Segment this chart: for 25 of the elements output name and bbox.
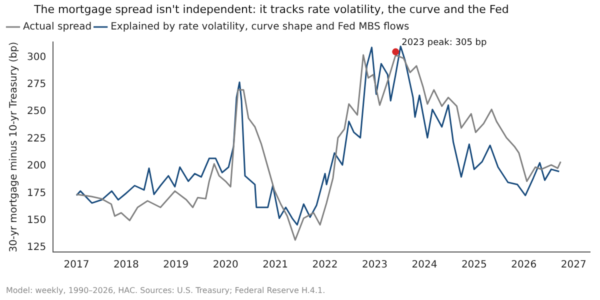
chart-title: The mortgage spread isn't independent: it tracks rate volatility, the curve and the Fed [34,3,509,16]
x-tick-label: 2020 [212,260,238,271]
y-tick-label: 125 [26,242,46,254]
x-tick-label: 2018 [113,260,139,271]
x-tick-label: 2021 [262,260,288,271]
y-tick-label: 150 [26,215,46,226]
y-tick-label: 300 [26,52,46,63]
x-tick-label: 2025 [461,260,487,271]
y-axis-title: 30-yr mortgage minus 10-yr Treasury (bp) [8,42,20,252]
x-tick-label: 2022 [312,260,338,271]
annotation: 2023 peak: 305 bp [402,38,488,48]
x-tick-label: 2023 [362,260,388,271]
text: Model: weekly, 1990–2026, HAC. Sources: U.S. Treasury; Federal Reserve H.4.1. [6,286,326,295]
x-tick-label: 2026 [511,260,537,271]
x-tick-label: 2017 [64,260,90,271]
y-tick-label: 225 [26,133,46,144]
y-tick-label: 175 [26,188,46,199]
legend-label: Explained by rate volatility, curve shape and Fed MBS flows [110,22,410,33]
y-tick-label: 275 [26,79,46,90]
y-tick-label: 200 [26,160,46,172]
x-tick-label: 2019 [163,260,189,271]
legend-label: Actual spread [23,22,92,33]
x-tick-label: 2024 [412,260,438,271]
x-tick-label: 2027 [560,260,586,271]
y-tick-label: 250 [26,106,46,118]
